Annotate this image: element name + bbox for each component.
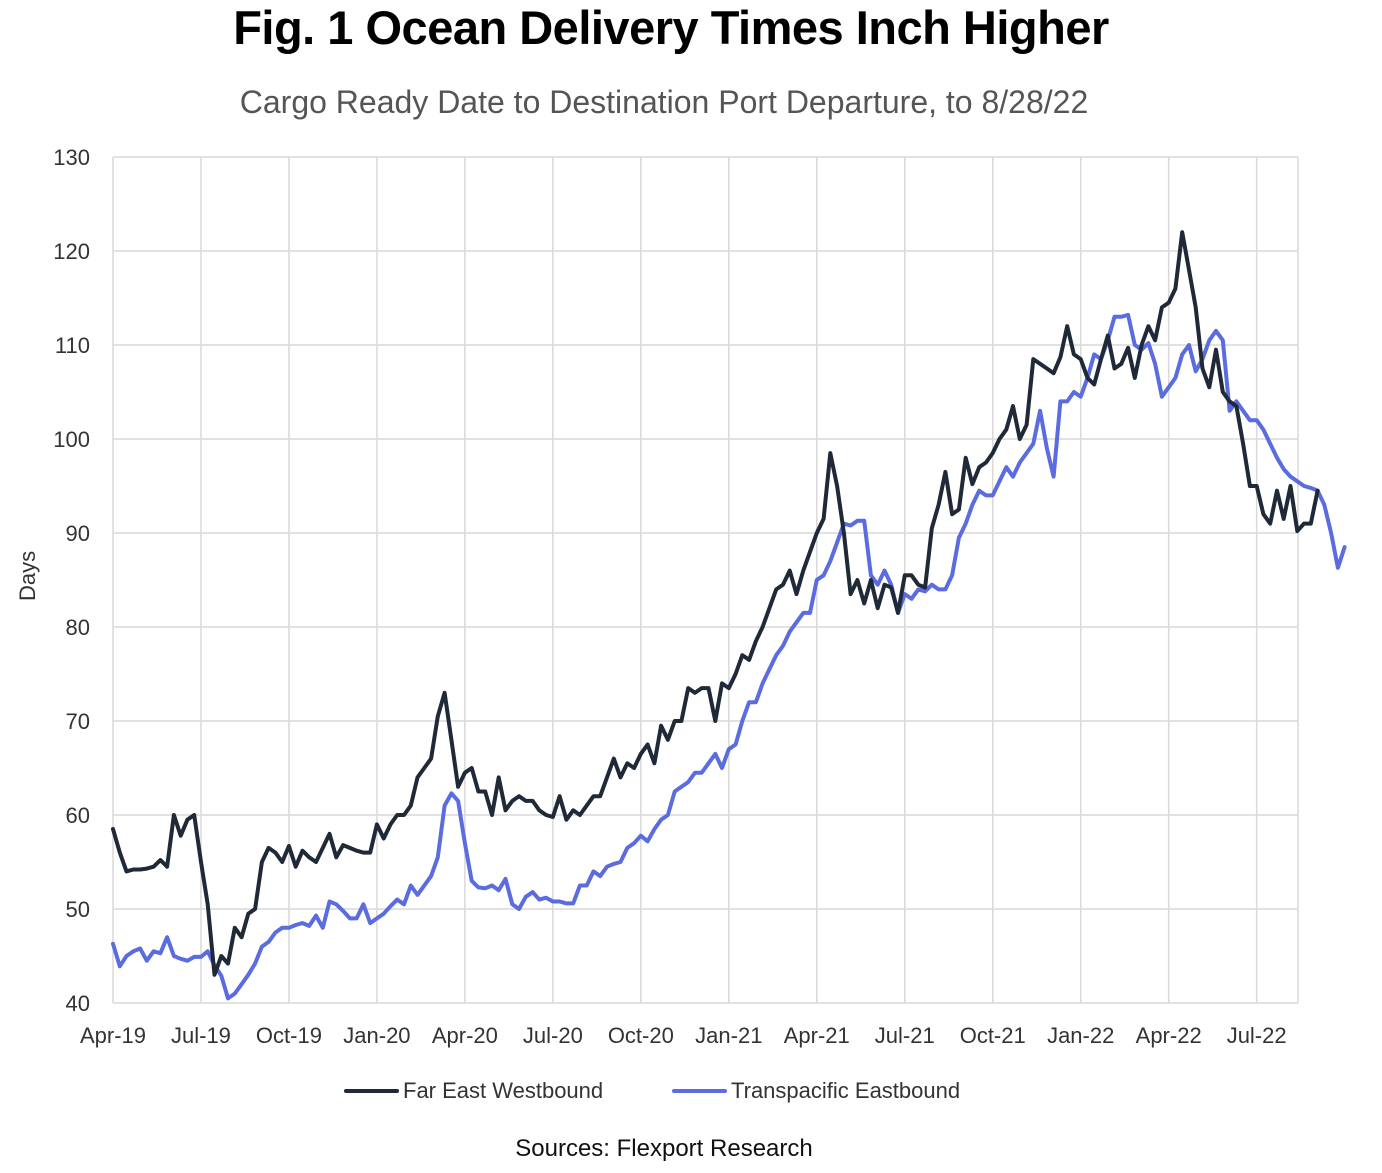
x-tick-label: Jul-21 xyxy=(875,1023,935,1048)
x-tick-label: Oct-20 xyxy=(608,1023,674,1048)
x-tick-label: Jul-20 xyxy=(523,1023,583,1048)
line-chart: 40 50 60 70 80 90 100 110 120 130 Apr-19 Jul-19 Oct-… xyxy=(53,145,1347,1048)
y-tick-label: 80 xyxy=(66,615,90,640)
y-tick-label: 100 xyxy=(53,427,90,452)
legend-label-transpacific-eastbound: Transpacific Eastbound xyxy=(731,1078,961,1103)
legend-item-far-east-westbound: Far East Westbound xyxy=(344,1074,603,1108)
legend-swatch-transpacific-eastbound xyxy=(672,1089,727,1093)
legend-label-far-east-westbound: Far East Westbound xyxy=(403,1078,604,1103)
y-tick-label: 60 xyxy=(66,803,90,828)
x-tick-label: Oct-21 xyxy=(960,1023,1026,1048)
y-tick-label: 130 xyxy=(53,145,90,170)
x-tick-label: Oct-19 xyxy=(256,1023,322,1048)
y-tick-label: 110 xyxy=(55,333,90,358)
x-tick-label: Jan-22 xyxy=(1047,1023,1114,1048)
legend-item-transpacific-eastbound: Transpacific Eastbound xyxy=(672,1074,960,1108)
y-tick-label: 90 xyxy=(66,521,90,546)
x-tick-label: Apr-20 xyxy=(432,1023,498,1048)
x-tick-label: Apr-21 xyxy=(784,1023,850,1048)
x-tick-label: Jul-22 xyxy=(1227,1023,1287,1048)
source-note: Sources: Flexport Research xyxy=(515,1135,813,1162)
x-tick-label: Apr-22 xyxy=(1136,1023,1202,1048)
series-line-far-east-westbound xyxy=(111,230,1320,977)
legend-swatch-far-east-westbound xyxy=(344,1089,399,1093)
x-tick-label: Jan-21 xyxy=(695,1023,762,1048)
legend: Far East Westbound Transpacific Eastboun… xyxy=(0,1074,1382,1108)
x-tick-label: Jul-19 xyxy=(171,1023,231,1048)
y-tick-label: 120 xyxy=(53,239,90,264)
chart-subtitle: Cargo Ready Date to Destination Port Dep… xyxy=(239,84,1089,120)
x-tick-label: Apr-19 xyxy=(80,1023,146,1048)
x-tick-label: Jan-20 xyxy=(343,1023,410,1048)
y-tick-label: 40 xyxy=(66,991,90,1016)
chart-title: Fig. 1 Ocean Delivery Times Inch Higher xyxy=(233,1,1109,54)
y-tick-label: 50 xyxy=(66,897,90,922)
y-tick-label: 70 xyxy=(66,709,90,734)
